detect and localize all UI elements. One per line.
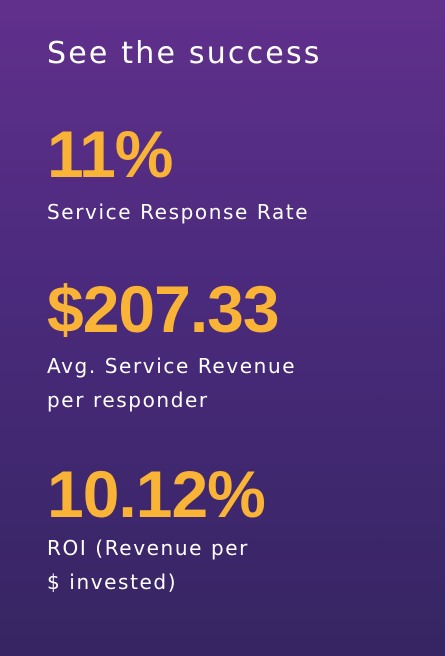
stat-response-rate: 11% Service Response Rate [47, 121, 407, 229]
stat-avg-service-revenue: $207.33 Avg. Service Revenue per respond… [47, 276, 407, 417]
stat-value: 10.12% [47, 457, 266, 531]
stat-roi: 10.12% ROI (Revenue per $ invested) [47, 461, 407, 599]
stat-label: Avg. Service Revenue per responder [47, 354, 297, 412]
stat-label: ROI (Revenue per $ invested) [47, 536, 249, 594]
panel-headline: See the success [47, 36, 322, 71]
stat-label: Service Response Rate [47, 200, 310, 224]
stat-value: $207.33 [47, 272, 280, 346]
stat-value: 11% [47, 117, 173, 191]
